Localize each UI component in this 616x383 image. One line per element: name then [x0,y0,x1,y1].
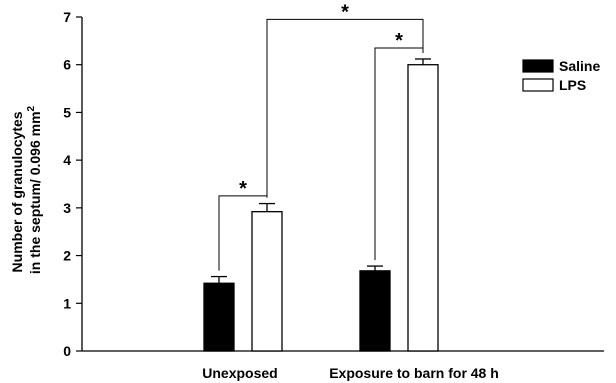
y-tick-label: 3 [63,200,71,216]
legend-label-saline: Saline [559,58,600,74]
bar-lps [251,211,283,352]
significance-annotations: * * * [218,1,424,271]
significance-bracket [266,18,424,198]
legend-label-lps: LPS [559,77,586,93]
legend-swatch-lps [522,78,554,92]
x-category-label: Unexposed [202,365,277,381]
y-axis-label-line-1: Number of granulocytes [9,111,25,272]
y-tick-label: 2 [63,248,71,264]
significance-star: * [341,1,349,23]
bars [203,58,439,352]
y-tick-label: 7 [63,9,71,25]
y-tick-label: 0 [63,343,71,359]
x-category-label: Exposure to barn for 48 h [329,365,499,381]
legend-swatch-saline [522,59,554,73]
y-axis-label: Number of granulocytes in the septum/ 0.… [9,105,43,274]
y-axis-label-line-2: in the septum/ 0.096 mm [27,111,43,274]
y-tick-label: 6 [63,57,71,73]
legend: Saline LPS [522,58,600,93]
y-tick-label: 5 [63,104,71,120]
svg-text:Number of granulocytes i: Number of granulocytes in the septum/ 0.… [9,105,43,274]
y-axis-label-superscript: 2 [26,105,37,111]
bar-lps [407,64,439,352]
y-tick-label: 4 [63,152,71,168]
bar-saline [359,270,391,352]
bar-saline [203,282,235,352]
axes: 0 1 2 3 4 5 6 7 Unexposed Exposure to barn for 48… [63,9,604,381]
significance-star: * [239,178,247,200]
y-tick-label: 1 [63,295,71,311]
significance-star: * [395,30,403,52]
